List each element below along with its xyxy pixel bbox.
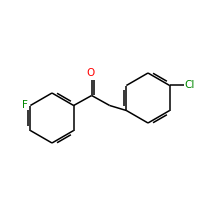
- Text: Cl: Cl: [185, 80, 195, 90]
- Text: F: F: [22, 99, 28, 110]
- Text: O: O: [87, 68, 95, 78]
